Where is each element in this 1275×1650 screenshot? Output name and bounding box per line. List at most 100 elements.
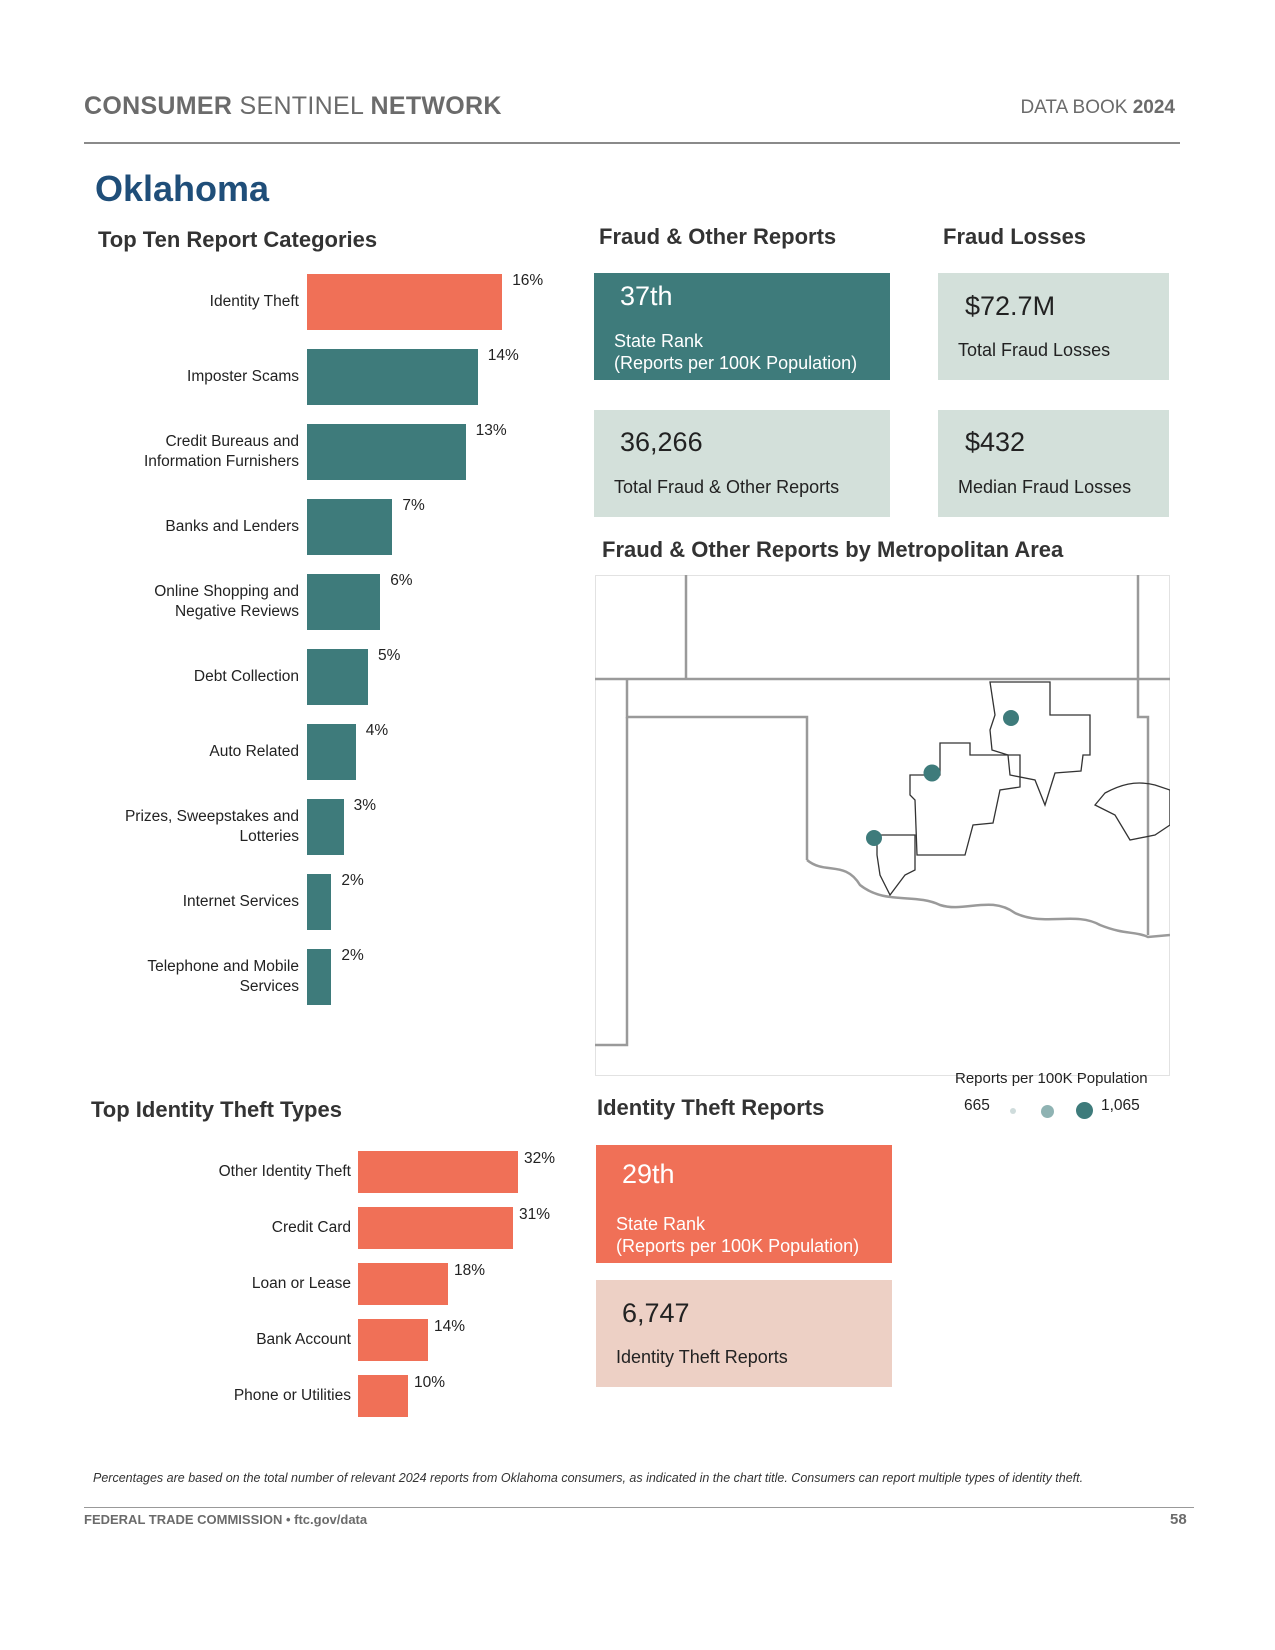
databook-year: 2024: [1132, 97, 1175, 118]
top-ten-bar: [307, 874, 332, 930]
fraud-losses-total-card: $72.7M Total Fraud Losses: [938, 273, 1169, 380]
top-ten-bar: [307, 799, 344, 855]
header-divider: [84, 142, 1180, 144]
identity-types-title: Top Identity Theft Types: [91, 1097, 342, 1122]
top-ten-value-label: 14%: [487, 347, 519, 364]
metro-map-title: Fraud & Other Reports by Metropolitan Ar…: [602, 537, 1064, 562]
top-ten-title: Top Ten Report Categories: [98, 227, 378, 252]
top-ten-category-label: Online Shopping and Negative Reviews: [154, 583, 299, 620]
identity-total-card: 6,747 Identity Theft Reports: [596, 1280, 892, 1387]
fraud-rank-card: 37th State Rank (Reports per 100K Popula…: [594, 273, 890, 380]
top-ten-value-label: 5%: [378, 647, 401, 664]
identity-type-label: Phone or Utilities: [233, 1387, 351, 1404]
identity-total-value: 6,747: [622, 1298, 690, 1328]
fraud-reports-title: Fraud & Other Reports: [599, 224, 837, 249]
identity-type-value-label: 14%: [434, 1318, 466, 1335]
top-ten-category-label: Credit Bureaus and Information Furnishers: [143, 433, 299, 470]
identity-total-label: Identity Theft Reports: [616, 1347, 788, 1367]
tulsa-metro-outline: [989, 681, 1091, 807]
network-title: CONSUMER SENTINEL NETWORK: [84, 92, 502, 121]
top-ten-category-label: Prizes, Sweepstakes and Lotteries: [124, 808, 299, 845]
okc-metro-dot: [923, 764, 941, 782]
top-ten-value-label: 13%: [475, 422, 507, 439]
fraud-total-label: Total Fraud & Other Reports: [614, 477, 840, 497]
top-ten-category-label: Auto Related: [209, 743, 299, 760]
top-ten-value-label: 2%: [341, 872, 364, 889]
top-ten-value-label: 4%: [365, 722, 389, 739]
footnote: Percentages are based on the total numbe…: [93, 1471, 1084, 1485]
top-ten-bar: [307, 424, 466, 480]
top-ten-bar: [307, 349, 478, 405]
identity-type-bar: [358, 1151, 518, 1193]
top-ten-category-label: Debt Collection: [193, 668, 299, 685]
tulsa-metro-dot: [1003, 710, 1019, 726]
identity-type-label: Credit Card: [271, 1219, 351, 1236]
footer-divider: [84, 1507, 1194, 1508]
identity-reports-title: Identity Theft Reports: [597, 1095, 825, 1120]
top-ten-category-label: Imposter Scams: [187, 368, 299, 385]
fraud-losses-median-card: $432 Median Fraud Losses: [938, 410, 1169, 517]
databook-label: DATA BOOK: [1020, 97, 1128, 118]
identity-type-bar: [358, 1375, 408, 1417]
lawton-metro-dot: [866, 830, 882, 846]
footer-source: FEDERAL TRADE COMMISSION • ftc.gov/data: [84, 1512, 368, 1527]
top-ten-bar: [307, 649, 368, 705]
fraud-rank-value: 37th: [620, 281, 673, 311]
identity-type-value-label: 18%: [454, 1262, 486, 1279]
texas-border-west: [595, 717, 629, 1047]
network-title-part3: NETWORK: [370, 92, 502, 120]
identity-rank-card: 29th State Rank (Reports per 100K Popula…: [596, 1145, 892, 1263]
top-ten-category-label: Telephone and Mobile Services: [147, 958, 299, 995]
top-ten-value-label: 6%: [390, 572, 413, 589]
fraud-losses-total-value: $72.7M: [965, 291, 1056, 321]
identity-rank-label-1: State Rank: [616, 1214, 706, 1234]
fraud-rank-label-2: (Reports per 100K Population): [614, 353, 858, 373]
top-ten-value-label: 2%: [341, 947, 364, 964]
identity-rank-label-2: (Reports per 100K Population): [616, 1236, 860, 1256]
okc-metro-outline: [909, 742, 1021, 856]
fraud-losses-median-value: $432: [965, 427, 1026, 457]
fraud-total-value: 36,266: [620, 427, 703, 457]
top-ten-value-label: 3%: [353, 797, 376, 814]
legend-title: Reports per 100K Population: [955, 1070, 1148, 1087]
fort-smith-metro-outline: [1093, 782, 1170, 841]
top-ten-value-label: 7%: [402, 497, 425, 514]
identity-type-label: Loan or Lease: [251, 1275, 351, 1292]
network-title-part1: CONSUMER: [84, 92, 233, 120]
identity-rank-value: 29th: [622, 1159, 675, 1189]
panhandle-border: [625, 679, 809, 860]
red-river: [806, 858, 1170, 939]
legend-dot-large: [1076, 1102, 1093, 1119]
fraud-losses-title: Fraud Losses: [943, 224, 1087, 249]
page-title: Oklahoma: [95, 168, 270, 209]
metro-map: [595, 575, 1170, 1076]
identity-type-label: Other Identity Theft: [218, 1163, 351, 1180]
fraud-total-card: 36,266 Total Fraud & Other Reports: [594, 410, 890, 517]
identity-type-value-label: 10%: [414, 1374, 446, 1391]
top-ten-bar: [307, 949, 332, 1005]
identity-type-value-label: 31%: [519, 1206, 551, 1223]
fraud-losses-total-label: Total Fraud Losses: [958, 340, 1111, 360]
top-ten-bar: [307, 574, 381, 630]
identity-type-bar: [358, 1207, 513, 1249]
legend-min: 665: [964, 1097, 990, 1114]
legend-dot-medium: [1041, 1105, 1054, 1118]
top-ten-category-label: Identity Theft: [209, 293, 299, 310]
top-ten-bar: [307, 724, 356, 780]
top-ten-value-label: 16%: [512, 272, 544, 289]
top-ten-category-label: Banks and Lenders: [165, 518, 299, 535]
identity-type-label: Bank Account: [256, 1331, 351, 1348]
lawton-metro-outline: [876, 834, 916, 897]
arkansas-border: [1136, 575, 1150, 935]
network-title-part2: SENTINEL: [239, 92, 364, 120]
top-ten-category-label: Internet Services: [182, 893, 299, 910]
fraud-losses-median-label: Median Fraud Losses: [958, 477, 1132, 497]
legend-max: 1,065: [1101, 1097, 1140, 1114]
databook-title: DATA BOOK 2024: [1020, 97, 1175, 119]
fraud-rank-label-1: State Rank: [614, 331, 704, 351]
identity-type-bar: [358, 1263, 448, 1305]
identity-type-bar: [358, 1319, 428, 1361]
legend-dot-small: [1010, 1108, 1016, 1114]
identity-type-value-label: 32%: [524, 1150, 556, 1167]
top-ten-bar: [307, 499, 393, 555]
